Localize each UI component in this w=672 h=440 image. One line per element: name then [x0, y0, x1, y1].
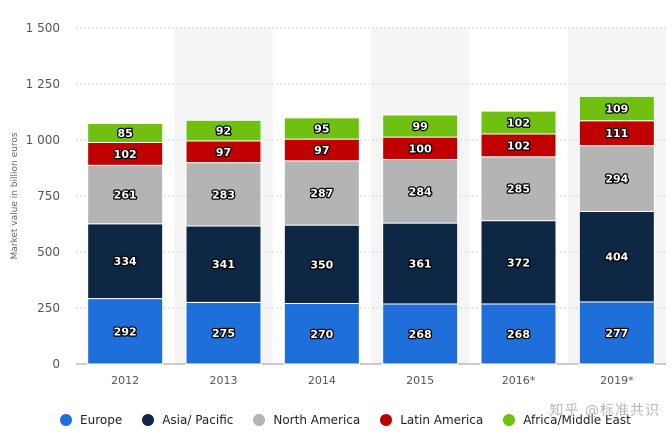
y-tick-label: 750: [37, 189, 60, 203]
data-label: 102: [114, 148, 137, 161]
legend-label: North America: [273, 413, 361, 427]
chart-legend: Europe Asia/ Pacific North America Latin Am…: [60, 410, 631, 430]
bar-segment: [87, 122, 164, 143]
data-label: 283: [212, 188, 235, 201]
bar-segment: [283, 224, 360, 305]
data-label: 284: [409, 185, 432, 198]
bar-segment: [480, 110, 557, 135]
y-tick-label: 1 500: [26, 21, 60, 35]
data-label: 350: [310, 258, 333, 271]
data-label: 341: [212, 258, 235, 271]
bar-segment: [185, 162, 262, 227]
bar-segment: [382, 303, 459, 365]
data-label: 275: [212, 327, 235, 340]
data-label: 292: [114, 325, 137, 338]
bar-segment: [87, 223, 164, 300]
bar-segment: [87, 164, 164, 225]
y-tick-label: 1 000: [26, 133, 60, 147]
legend-item[interactable]: Europe: [60, 413, 122, 427]
data-label: 334: [114, 255, 137, 268]
data-label: 109: [605, 103, 628, 116]
bar-segment: [480, 220, 557, 305]
bar-segment: [480, 303, 557, 365]
bar-segment: [480, 156, 557, 222]
data-label: 294: [605, 173, 628, 186]
bar-segment: [578, 210, 655, 303]
bar-segment: [185, 225, 262, 303]
data-label: 372: [507, 256, 530, 269]
y-tick-label: 1 250: [26, 77, 60, 91]
data-label: 111: [605, 127, 628, 140]
bar-segment: [578, 120, 655, 147]
data-label: 277: [605, 327, 628, 340]
data-label: 97: [216, 146, 231, 159]
bar-segment: [578, 301, 655, 365]
legend-label: Asia/ Pacific: [162, 413, 234, 427]
x-tick-label: 2014: [308, 374, 336, 387]
legend-marker: [253, 414, 266, 426]
bar-segment: [382, 222, 459, 305]
data-label: 285: [507, 183, 530, 196]
y-tick-label: 250: [37, 301, 60, 315]
bar-segment: [382, 114, 459, 138]
bar-segment: [87, 298, 164, 365]
bar-segment: [283, 117, 360, 140]
legend-item[interactable]: Latin America: [380, 413, 483, 427]
legend-label: Europe: [80, 413, 123, 427]
watermark-text: 知乎 @标准共识: [549, 403, 660, 419]
legend-marker: [142, 414, 155, 426]
bar-segment: [578, 95, 655, 122]
legend-item[interactable]: North America: [253, 413, 360, 427]
bar-segment: [283, 160, 360, 226]
data-label: 270: [310, 328, 333, 341]
bar-segment: [185, 301, 262, 365]
x-tick-label: 2013: [210, 374, 238, 387]
y-tick-label: 500: [37, 245, 60, 259]
data-label: 95: [314, 122, 329, 135]
data-label: 99: [413, 120, 428, 133]
data-label: 404: [605, 251, 628, 264]
x-tick-label: 2019*: [600, 374, 634, 387]
x-tick-label: 2016*: [502, 374, 536, 387]
data-label: 97: [314, 144, 329, 157]
data-label: 102: [507, 117, 530, 130]
legend-item[interactable]: Asia/ Pacific: [142, 413, 233, 427]
y-tick-label: 0: [52, 357, 60, 371]
legend-marker: [503, 414, 516, 426]
data-label: 261: [114, 189, 137, 202]
data-label: 85: [118, 127, 133, 140]
x-tick-label: 2015: [406, 374, 434, 387]
legend-label: Latin America: [400, 413, 484, 427]
bar-segment: [382, 158, 459, 224]
data-label: 268: [409, 328, 432, 341]
legend-marker: [60, 414, 72, 426]
bar-segment: [283, 303, 360, 365]
data-label: 287: [310, 187, 333, 200]
data-label: 102: [507, 139, 530, 152]
data-label: 268: [507, 328, 530, 341]
legend-marker: [380, 414, 393, 426]
data-label: 361: [409, 258, 432, 271]
x-tick-label: 2012: [111, 374, 139, 387]
stacked-bar-chart: 0 250 500 750 1 000 1 250 1 500 Market value in…: [10, 21, 666, 387]
legend-label: Africa/Middle East: [523, 413, 631, 427]
bar-segment: [578, 145, 655, 212]
data-label: 92: [216, 125, 231, 138]
data-label: 100: [409, 142, 432, 155]
bar-segment: [185, 119, 262, 142]
legend-item[interactable]: Africa/Middle East: [503, 413, 631, 427]
y-axis-title: Market value in billion euros: [10, 132, 20, 259]
